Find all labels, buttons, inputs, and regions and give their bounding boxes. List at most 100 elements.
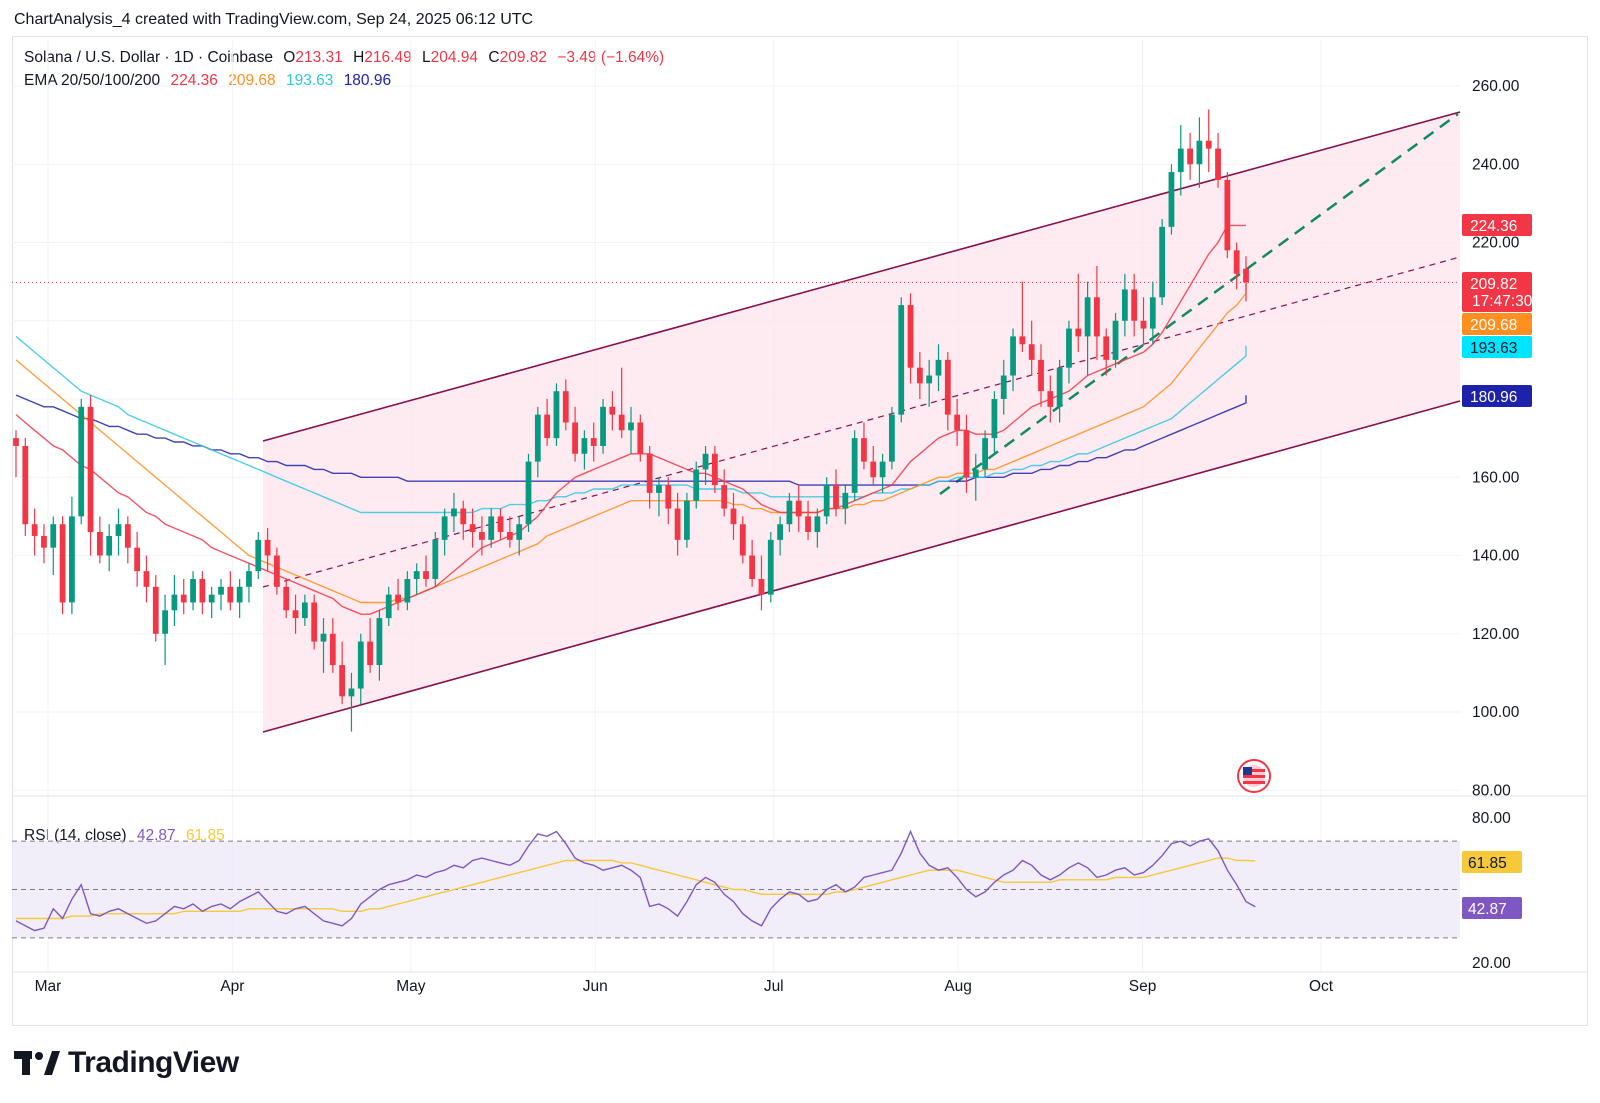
channel-lower-line[interactable] — [262, 400, 1461, 733]
candle-body — [823, 485, 830, 517]
candle-body — [777, 524, 783, 540]
svg-text:42.87: 42.87 — [1468, 901, 1507, 918]
candle-body — [41, 535, 47, 548]
ema-label[interactable]: EMA 20/50/100/200 — [24, 72, 161, 89]
candle-body — [479, 532, 485, 540]
candle-body — [115, 524, 122, 536]
candle-body — [944, 359, 951, 415]
candle-body — [264, 539, 271, 556]
candle-body — [199, 578, 206, 603]
candle-body — [134, 547, 141, 572]
candle-body — [684, 500, 690, 540]
candle-body — [628, 422, 634, 431]
ema20-value: 224.36 — [170, 72, 218, 89]
candle-body — [870, 461, 877, 478]
candle-body — [1233, 250, 1240, 274]
candle-body — [69, 516, 75, 603]
candle-body — [991, 399, 998, 439]
svg-text:180.96: 180.96 — [1470, 389, 1517, 406]
candle-body — [730, 508, 737, 525]
candle-body — [851, 438, 858, 493]
candle-body — [972, 469, 979, 478]
candle-body — [1075, 328, 1082, 337]
candle-body — [50, 524, 57, 548]
rsi-legend: RSI (14, close) 42.87 61.85 — [24, 827, 231, 845]
time-axis-label: Oct — [1309, 978, 1334, 995]
rsi-pane[interactable] — [12, 829, 1460, 939]
candle-body — [190, 578, 196, 603]
candle-body — [432, 539, 439, 579]
candle-body — [1000, 375, 1007, 399]
ema-legend: EMA 20/50/100/200 224.36 209.68 193.63 1… — [24, 72, 397, 90]
candle-body — [59, 524, 66, 603]
candle-body — [665, 485, 672, 509]
price-axis-label: 120.00 — [1472, 626, 1520, 643]
close-value: 209.82 — [499, 49, 547, 66]
candle-body — [590, 438, 597, 446]
ema20-tag: 224.36 — [1462, 214, 1532, 236]
candle-body — [124, 524, 131, 548]
candle-body — [423, 571, 429, 579]
svg-text:209.68: 209.68 — [1470, 317, 1517, 334]
ema100-line — [15, 335, 1247, 514]
candle-body — [320, 633, 327, 642]
candle-body — [898, 305, 905, 415]
candle-body — [879, 461, 886, 478]
candle-body — [385, 594, 392, 619]
price-channel[interactable] — [262, 111, 1461, 733]
candle-body — [861, 438, 867, 462]
ema50-line — [15, 282, 1247, 604]
candle-body — [1084, 297, 1091, 337]
candle-body — [581, 438, 588, 454]
tradingview-wordmark: TradingView — [68, 1046, 239, 1079]
ema100-tag: 193.63 — [1462, 336, 1532, 358]
candle-body — [1196, 140, 1203, 165]
candle-body — [1038, 359, 1044, 392]
candle-body — [376, 618, 383, 666]
price-tags: 224.36 209.82 17:47:30 209.68 193.63 180… — [1462, 214, 1533, 919]
rsi-ma-line — [16, 857, 1256, 920]
candle-body — [208, 594, 215, 603]
candle-body — [441, 516, 448, 540]
candle-body — [1140, 320, 1147, 329]
candle-body — [1028, 344, 1035, 360]
candle-body — [1159, 226, 1166, 298]
candle-body — [1019, 336, 1026, 345]
symbol-name[interactable]: Solana / U.S. Dollar · 1D · Coinbase — [24, 49, 273, 66]
rsi-label[interactable]: RSI (14, close) — [24, 827, 127, 844]
candle-body — [106, 535, 113, 556]
candle-body — [162, 610, 168, 634]
us-flag-event-icon[interactable] — [1237, 759, 1271, 793]
time-axis-label: Mar — [35, 978, 62, 995]
tradingview-logo[interactable]: TradingView — [14, 1046, 239, 1080]
candle-body — [758, 578, 765, 595]
candle-body — [1103, 336, 1110, 360]
channel-midline[interactable] — [262, 256, 1461, 588]
candle-body — [609, 406, 616, 415]
bar-countdown: 17:47:30 — [1472, 293, 1533, 310]
candle-body — [749, 555, 756, 579]
time-axis-label: Sep — [1129, 978, 1157, 995]
rsi-value: 42.87 — [136, 827, 176, 844]
low-value: 204.94 — [430, 49, 479, 66]
channel-upper-line[interactable] — [262, 111, 1461, 442]
candle-body — [721, 485, 728, 509]
candle-body — [889, 414, 895, 462]
candle-body — [600, 406, 606, 446]
close-price-tag: 209.82 17:47:30 — [1462, 272, 1533, 312]
time-axis-label: Jun — [583, 978, 608, 995]
rsi-tag: 42.87 — [1462, 897, 1522, 919]
price-axis-label: 240.00 — [1472, 156, 1520, 173]
support-trendline[interactable] — [939, 112, 1459, 496]
chart-credit: ChartAnalysis_4 created with TradingView… — [14, 11, 534, 28]
candle-body — [311, 602, 318, 642]
candle-body — [1131, 289, 1138, 321]
ema50-tag: 209.68 — [1462, 313, 1532, 335]
price-axis-label: 160.00 — [1472, 469, 1520, 486]
candle-body — [292, 610, 299, 619]
candle-body — [469, 524, 476, 533]
open-label: O — [283, 49, 296, 66]
candle-body — [13, 438, 19, 446]
candle-body — [1224, 179, 1231, 251]
